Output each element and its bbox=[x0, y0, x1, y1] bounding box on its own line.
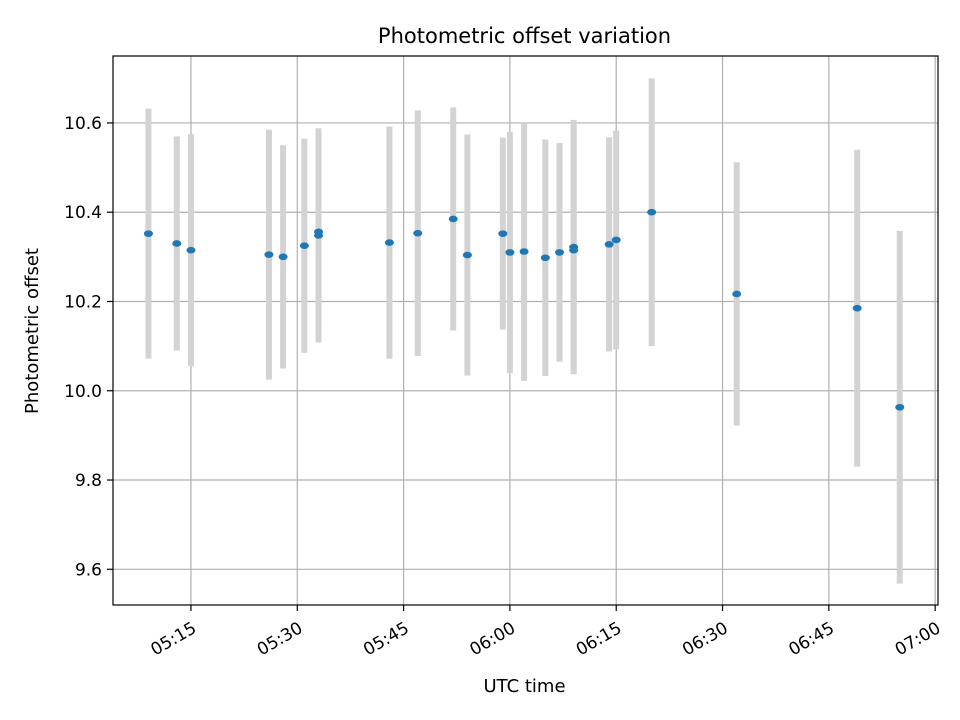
chart-title: Photometric offset variation bbox=[378, 24, 671, 48]
data-point bbox=[555, 249, 565, 256]
data-point bbox=[186, 246, 196, 254]
data-point bbox=[604, 241, 614, 248]
y-tick-label: 10.0 bbox=[64, 382, 102, 402]
data-points bbox=[143, 208, 905, 411]
y-tick-label: 9.6 bbox=[75, 560, 102, 580]
data-point bbox=[498, 230, 508, 237]
data-point bbox=[448, 215, 458, 223]
data-point bbox=[505, 249, 515, 256]
data-point bbox=[852, 304, 862, 312]
data-point bbox=[299, 242, 309, 249]
data-point bbox=[519, 248, 529, 255]
y-tick-label: 10.2 bbox=[64, 292, 102, 312]
x-axis-title: UTC time bbox=[483, 676, 565, 697]
data-point bbox=[647, 208, 657, 216]
y-tick-label: 10.6 bbox=[64, 114, 102, 134]
data-point bbox=[413, 229, 423, 237]
data-point bbox=[143, 230, 153, 237]
data-point bbox=[278, 253, 288, 261]
plot-frame bbox=[112, 55, 939, 606]
data-point bbox=[384, 239, 394, 246]
y-axis-title: Photometric offset bbox=[22, 248, 43, 414]
data-point bbox=[314, 228, 324, 236]
y-tick-label: 10.4 bbox=[64, 203, 102, 223]
y-tick-label: 9.8 bbox=[75, 471, 102, 491]
data-point bbox=[462, 251, 472, 259]
data-point bbox=[611, 236, 621, 244]
data-point bbox=[569, 246, 579, 254]
data-point bbox=[732, 290, 742, 298]
data-point bbox=[172, 240, 182, 247]
data-point bbox=[264, 251, 274, 258]
data-point bbox=[540, 254, 550, 262]
data-point bbox=[895, 403, 905, 411]
